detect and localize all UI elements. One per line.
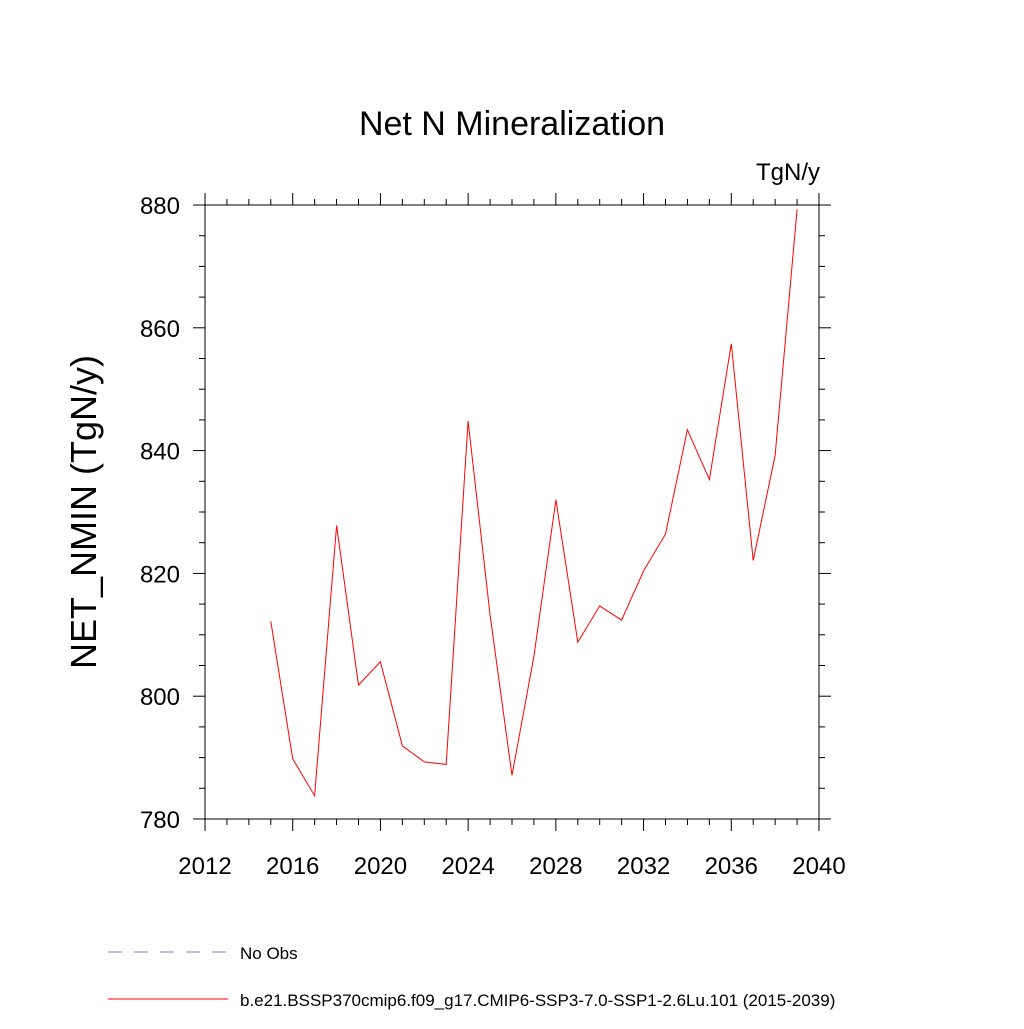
units-label: TgN/y <box>756 159 820 186</box>
legend: No Obs b.e21.BSSP370cmip6.f09_g17.CMIP6-… <box>108 944 835 1010</box>
plot-frame <box>205 205 819 819</box>
x-tick-label: 2020 <box>354 853 407 880</box>
x-tick-label: 2012 <box>178 853 231 880</box>
x-tick-label: 2016 <box>266 853 319 880</box>
y-tick-label: 800 <box>140 684 180 711</box>
series-line-0 <box>271 209 797 795</box>
y-tick-label: 880 <box>140 193 180 220</box>
y-tick-label: 780 <box>140 807 180 834</box>
series-layer <box>271 209 797 795</box>
x-tick-label: 2032 <box>617 853 670 880</box>
x-tick-label: 2036 <box>705 853 758 880</box>
x-tick-label: 2024 <box>441 853 494 880</box>
y-tick-label: 840 <box>140 439 180 466</box>
axis-tick-labels: 2012 2016 2020 2024 2028 2032 2036 2040 780 800 82… <box>140 193 846 880</box>
y-axis-label: NET_NMIN (TgN/y) <box>63 355 104 669</box>
legend-label-model-run: b.e21.BSSP370cmip6.f09_g17.CMIP6-SSP3-7.… <box>240 991 835 1010</box>
legend-label-no-obs: No Obs <box>240 944 298 963</box>
y-tick-label: 820 <box>140 561 180 588</box>
y-tick-label: 860 <box>140 316 180 343</box>
x-tick-label: 2028 <box>529 853 582 880</box>
chart-title: Net N Mineralization <box>359 105 665 143</box>
x-tick-label: 2040 <box>792 853 845 880</box>
